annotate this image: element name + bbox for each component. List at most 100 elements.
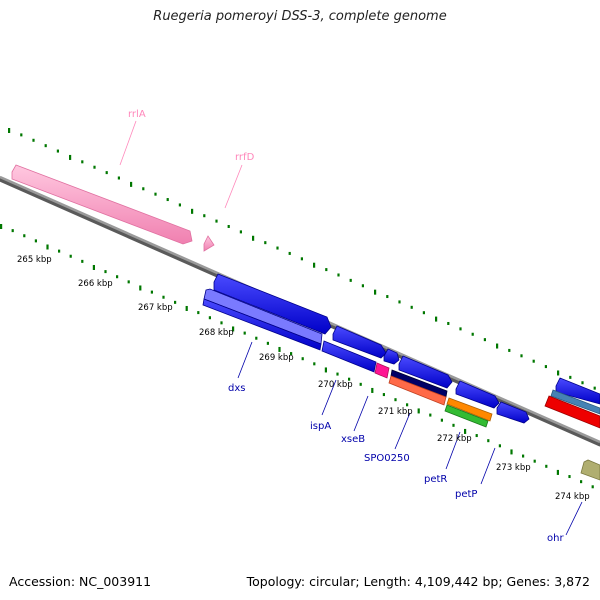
gc-content-inner-track	[0, 224, 594, 489]
gc-dot-inner	[498, 444, 501, 448]
gene-arrow-xseB[interactable]	[374, 362, 390, 379]
gc-dot-outer	[8, 128, 11, 133]
gc-content-outer-track	[8, 128, 596, 390]
gc-dot-outer	[154, 192, 157, 196]
gene-arrow-petP[interactable]	[444, 404, 489, 428]
gc-dot-outer	[56, 149, 59, 153]
gc-dot-outer	[435, 316, 438, 322]
gc-dot-outer	[227, 224, 230, 228]
gc-dot-outer	[410, 305, 413, 309]
gc-dot-outer	[239, 230, 242, 234]
gc-dot-inner	[301, 357, 304, 361]
gc-dot-inner	[81, 259, 84, 263]
gc-dot-inner	[220, 321, 223, 325]
gene-arrow-dxs-lower[interactable]	[202, 298, 322, 351]
gene-label-ohr[interactable]: ohr	[547, 533, 564, 544]
gc-dot-inner	[533, 459, 536, 463]
gc-dot-inner	[127, 280, 130, 284]
gc-dot-inner	[580, 480, 583, 484]
gc-dot-outer	[252, 235, 255, 241]
gc-dot-outer	[581, 381, 584, 385]
gene-label-dxs[interactable]: dxs	[228, 383, 245, 394]
gene-label-rrfD[interactable]: rrfD	[235, 152, 255, 163]
tick-label-274: 274 kbp	[555, 492, 590, 502]
tick-label-269: 269 kbp	[259, 353, 294, 363]
gc-dot-outer	[32, 138, 35, 142]
gc-dot-inner	[69, 254, 72, 258]
forward-cds-features	[213, 273, 600, 424]
gc-dot-inner	[174, 300, 177, 304]
gc-dot-inner	[255, 336, 258, 340]
gc-dot-outer	[447, 321, 450, 325]
gc-dot-outer	[105, 171, 108, 175]
tick-label-267: 267 kbp	[138, 303, 173, 313]
gene-label-rrlA[interactable]: rrlA	[128, 109, 146, 120]
gene-label-SPO0250[interactable]: SPO0250	[364, 453, 410, 464]
gene-arrow-rrfD[interactable]	[203, 235, 215, 252]
gene-arrow-ispA[interactable]	[321, 340, 377, 373]
gene-arrow-ohr[interactable]	[580, 459, 600, 481]
gene-arrow-rrlA[interactable]	[11, 164, 193, 245]
reverse-cds-features	[202, 288, 600, 481]
gc-dot-outer	[300, 257, 303, 261]
gc-dot-outer	[483, 338, 486, 342]
gc-dot-inner	[313, 362, 316, 366]
gc-dot-outer	[398, 300, 401, 304]
gc-dot-inner	[58, 249, 61, 253]
gc-dot-inner	[0, 224, 3, 229]
gene-arrow-right-red[interactable]	[544, 395, 600, 429]
gc-dot-inner	[208, 316, 211, 320]
gc-dot-inner	[266, 341, 269, 345]
gc-dot-outer	[374, 289, 377, 295]
gc-dot-inner	[429, 413, 432, 417]
gc-dot-inner	[23, 234, 26, 238]
gene-arrow-fwd-3[interactable]	[383, 348, 400, 365]
gc-dot-inner	[324, 367, 327, 373]
accession-text: Accession: NC_003911	[9, 574, 152, 589]
gc-dot-inner	[394, 398, 397, 402]
leader-rrlA	[119, 120, 137, 166]
gene-arrow-right-steel[interactable]	[550, 389, 600, 415]
gene-label-petP[interactable]: petP	[455, 489, 477, 500]
gc-dot-outer	[117, 176, 120, 180]
gc-dot-inner	[243, 331, 246, 335]
gc-dot-outer	[142, 187, 145, 191]
gc-dot-outer	[569, 375, 572, 379]
gene-arrow-fwd-1[interactable]	[213, 273, 332, 335]
gc-dot-inner	[348, 377, 351, 381]
gc-dot-inner	[464, 428, 467, 434]
leader-dxs	[237, 341, 253, 379]
gene-label-ispA[interactable]: ispA	[310, 421, 331, 432]
gc-dot-inner	[475, 434, 478, 438]
gene-label-petR[interactable]: petR	[424, 474, 447, 485]
gc-dot-inner	[150, 290, 153, 294]
tick-label-273: 273 kbp	[496, 463, 531, 473]
gc-dot-outer	[544, 365, 547, 369]
gc-dot-outer	[264, 241, 267, 245]
gene-label-xseB[interactable]: xseB	[341, 434, 365, 445]
leader-ispA	[321, 379, 337, 416]
gc-dot-outer	[81, 160, 84, 164]
gene-arrow-petR[interactable]	[446, 397, 493, 422]
gc-dot-inner	[522, 454, 525, 458]
gene-arrow-SPO0250-lower[interactable]	[388, 375, 447, 406]
gene-arrow-fwd-4[interactable]	[398, 355, 453, 389]
gc-dot-inner	[510, 449, 513, 455]
gc-dot-inner	[46, 244, 49, 250]
gc-dot-outer	[520, 354, 523, 358]
gc-dot-inner	[591, 485, 594, 489]
gene-arrow-fwd-5[interactable]	[455, 380, 500, 409]
gc-dot-inner	[556, 469, 559, 475]
gc-dot-outer	[593, 386, 596, 390]
leader-xseB	[353, 395, 369, 432]
gc-dot-inner	[371, 387, 374, 393]
tick-label-271: 271 kbp	[378, 407, 413, 417]
gc-dot-inner	[406, 403, 409, 407]
gene-arrow-fwd-6[interactable]	[496, 401, 530, 424]
gene-labels: rrlA rrfD dxs ispA xseB SPO0250 petR pet…	[128, 109, 564, 544]
gc-dot-inner	[545, 464, 548, 468]
gc-dot-outer	[557, 370, 560, 376]
gc-dot-outer	[276, 246, 279, 250]
gene-arrow-dxs[interactable]	[203, 288, 323, 345]
